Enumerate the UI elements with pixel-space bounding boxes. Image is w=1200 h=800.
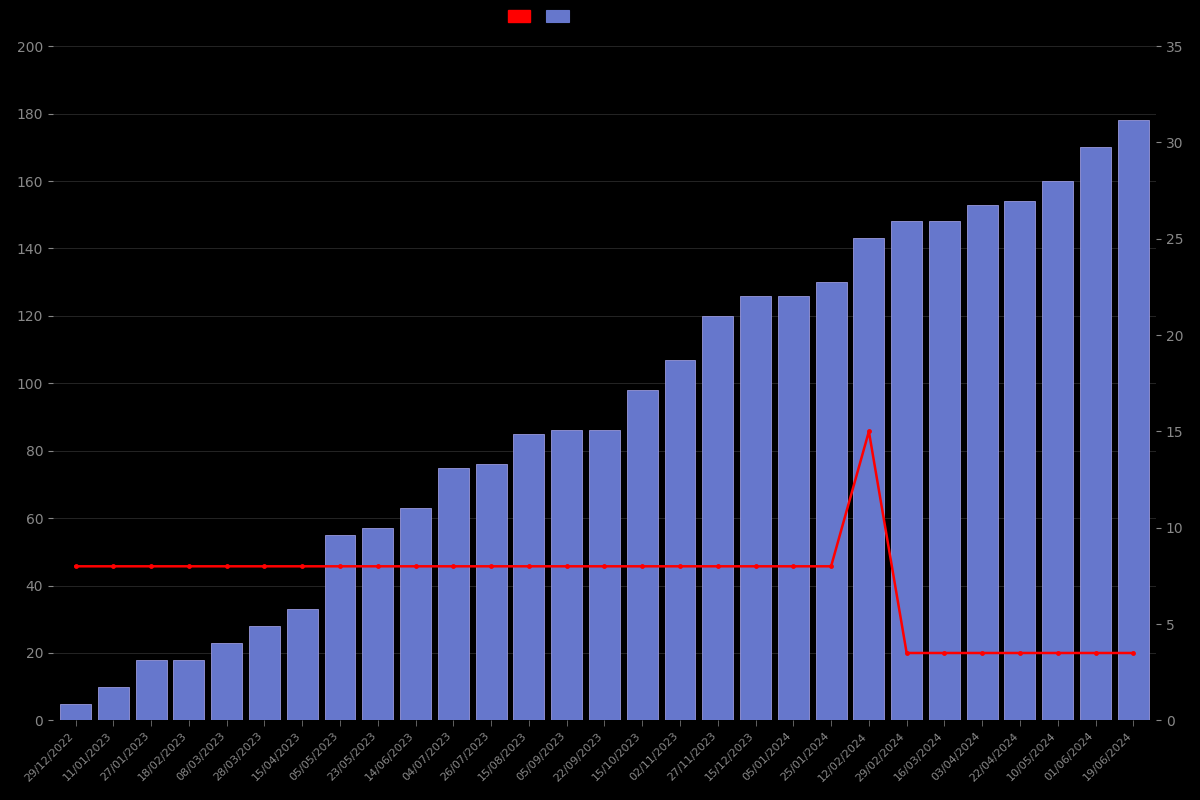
Bar: [1043, 181, 1073, 721]
Bar: [324, 535, 355, 721]
Bar: [136, 660, 167, 721]
Bar: [211, 643, 242, 721]
Bar: [475, 464, 506, 721]
Bar: [60, 703, 91, 721]
Bar: [248, 626, 280, 721]
Bar: [400, 508, 431, 721]
Bar: [1118, 120, 1148, 721]
Bar: [702, 316, 733, 721]
Bar: [589, 430, 620, 721]
Bar: [1080, 147, 1111, 721]
Legend: , : ,: [508, 10, 572, 23]
Bar: [665, 360, 696, 721]
Bar: [551, 430, 582, 721]
Bar: [98, 686, 128, 721]
Bar: [816, 282, 846, 721]
Bar: [967, 205, 997, 721]
Bar: [287, 609, 318, 721]
Bar: [929, 222, 960, 721]
Bar: [1004, 202, 1036, 721]
Bar: [626, 390, 658, 721]
Bar: [853, 238, 884, 721]
Bar: [438, 467, 469, 721]
Bar: [740, 296, 772, 721]
Bar: [778, 296, 809, 721]
Bar: [362, 528, 394, 721]
Bar: [514, 434, 545, 721]
Bar: [892, 222, 922, 721]
Bar: [173, 660, 204, 721]
